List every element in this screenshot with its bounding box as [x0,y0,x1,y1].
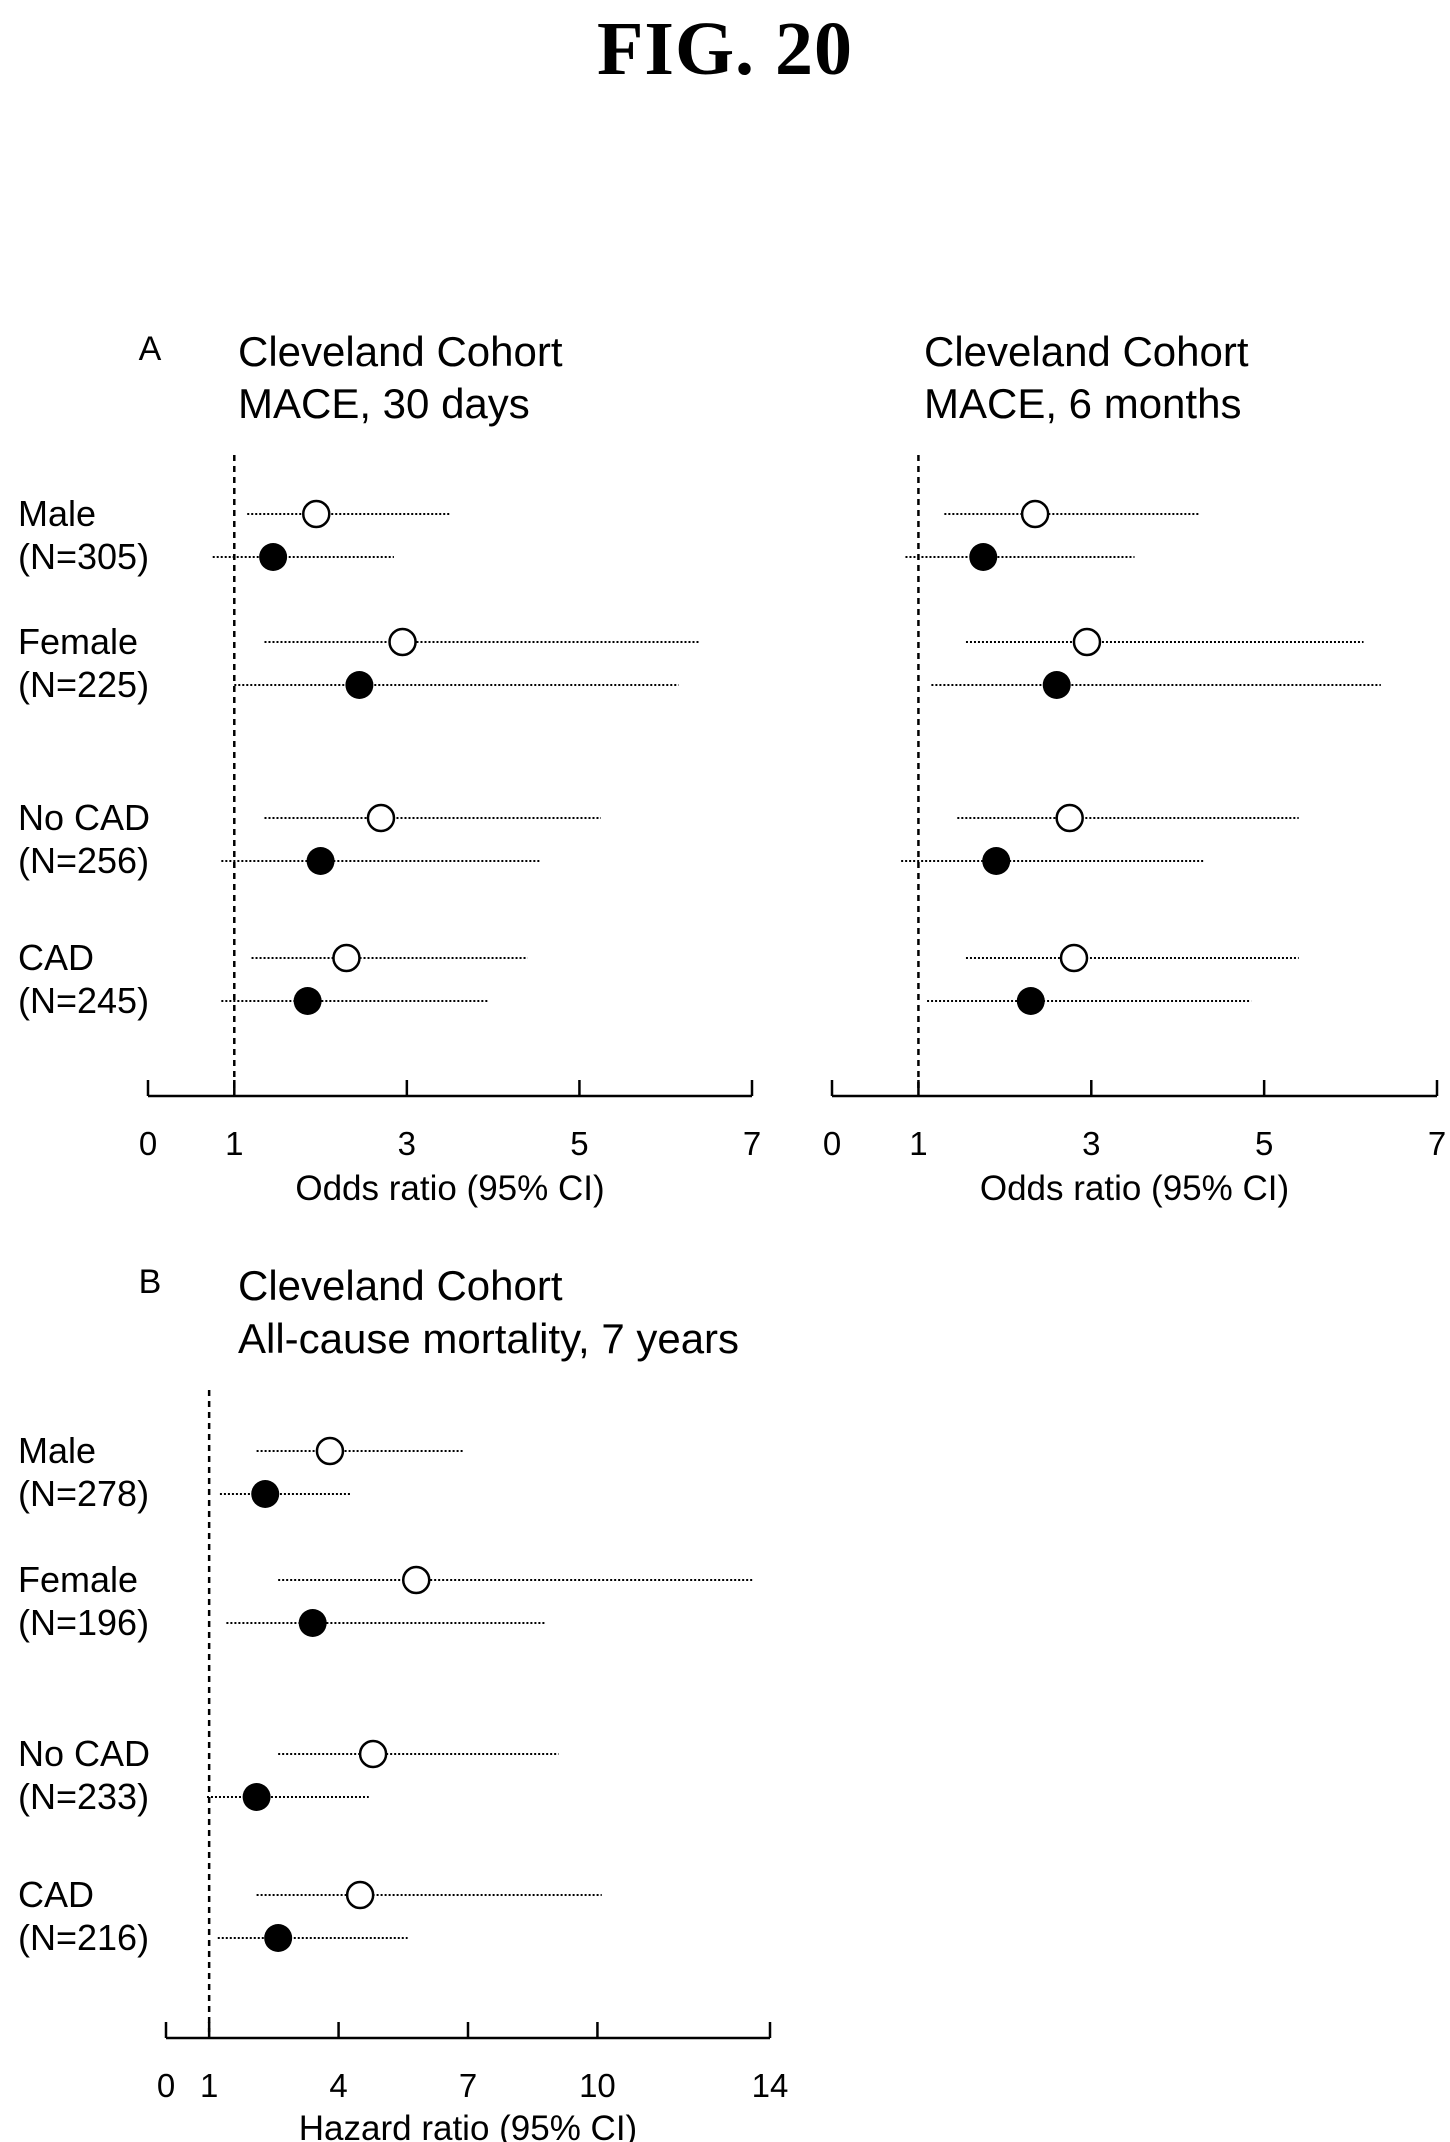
point-filled [251,1480,280,1508]
row-label: Male [18,493,96,534]
x-tick-label: 10 [579,2067,616,2104]
point-filled [969,543,998,571]
figure-title: FIG. 20 [596,7,854,91]
point-filled [1042,671,1071,699]
panel-title-line: All-cause mortality, 7 years [238,1315,739,1362]
panel-letter: A [139,330,162,368]
x-tick-label: 0 [139,1125,157,1162]
x-tick-label: 3 [1082,1125,1100,1162]
x-tick-label: 1 [225,1125,243,1162]
x-tick-label: 1 [909,1125,927,1162]
x-tick-label: 7 [743,1125,761,1162]
point-filled [259,543,288,571]
point-open [1059,943,1089,973]
x-tick-label: 5 [1255,1125,1273,1162]
row-label: Male [18,1430,96,1471]
point-open [1020,499,1050,529]
point-open [388,627,417,657]
row-label-n: (N=305) [18,536,149,577]
point-open [345,1880,375,1910]
x-tick-label: 7 [1428,1125,1446,1162]
row-label: Female [18,621,138,662]
x-tick-label: 0 [823,1125,841,1162]
x-axis-label: Hazard ratio (95% CI) [299,2109,637,2142]
row-label-n: (N=278) [18,1473,149,1514]
row-label-n: (N=216) [18,1917,149,1958]
panel-a-mace-30-days: A Cleveland Cohort MACE, 30 days Male(N=305… [18,328,761,1208]
row-label-n: (N=256) [18,840,149,881]
x-tick-label: 5 [570,1125,588,1162]
panel-title-line: Cleveland Cohort [924,328,1249,375]
x-tick-label: 1 [200,2067,218,2104]
point-open [1072,627,1102,657]
row-label-n: (N=233) [18,1776,149,1817]
x-axis-label: Odds ratio (95% CI) [980,1169,1289,1208]
point-filled [293,987,322,1015]
point-filled [982,847,1011,875]
point-open [358,1739,388,1769]
panel-b-mortality-7-years: B Cleveland Cohort All-cause mortality, 7 … [18,1262,788,2142]
row-label: No CAD [18,797,150,838]
point-open [315,1436,345,1466]
row-label: No CAD [18,1733,150,1774]
row-label-n: (N=196) [18,1602,149,1643]
panel-mace-6-months: Cleveland Cohort MACE, 6 months 0 1 3 5 7 Odds … [823,328,1446,1208]
panel-title-line: Cleveland Cohort [238,1262,563,1309]
panel-title-line: MACE, 6 months [924,380,1241,427]
panel-title-line: Cleveland Cohort [238,328,563,375]
row-label: CAD [18,1874,94,1915]
point-open [366,803,396,833]
x-tick-label: 14 [752,2067,789,2104]
point-open [401,1565,431,1595]
point-filled [1016,987,1045,1015]
point-filled [306,847,335,875]
point-open [332,943,361,973]
point-filled [298,1609,327,1637]
panel-letter: B [139,1263,162,1301]
row-label: CAD [18,937,94,978]
point-open [302,499,331,529]
panel-title-line: MACE, 30 days [238,380,530,427]
point-filled [264,1924,293,1952]
point-open [1055,803,1084,833]
x-tick-label: 7 [459,2067,477,2104]
x-tick-label: 4 [329,2067,347,2104]
point-filled [345,671,374,699]
x-tick-label: 0 [157,2067,175,2104]
x-axis-label: Odds ratio (95% CI) [295,1169,604,1208]
row-label-n: (N=225) [18,664,149,705]
x-tick-label: 3 [398,1125,416,1162]
row-label-n: (N=245) [18,980,149,1021]
point-filled [242,1783,271,1811]
row-label: Female [18,1559,138,1600]
